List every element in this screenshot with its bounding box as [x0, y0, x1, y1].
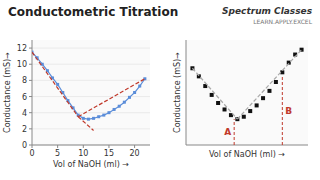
plot-0: 0 2 4 6 8 10 12 0 5 10 15 20: [17, 40, 150, 158]
marks: [32, 51, 146, 131]
plot-area: [32, 40, 150, 145]
y-tick-label: 12: [17, 44, 27, 53]
line-marker: [56, 83, 59, 86]
y-tick: [29, 128, 32, 129]
scatter-point: [210, 93, 214, 97]
y-axis-label: Conductance (mS)→: [3, 52, 12, 133]
line-marker: [82, 117, 85, 120]
scatter-point: [216, 101, 220, 105]
y-tick: [29, 112, 32, 113]
y-tick-label: 2: [22, 125, 27, 134]
series-line: [32, 52, 78, 117]
grid-line: [32, 64, 150, 65]
line-marker: [123, 101, 126, 104]
x-tick-label: 20: [130, 149, 140, 158]
line-marker: [128, 96, 131, 99]
plot-1: [186, 40, 308, 145]
y-tick: [29, 96, 32, 97]
x-tick-label: 0: [29, 149, 34, 158]
series-line: [32, 52, 145, 119]
marks: [190, 48, 303, 145]
plot-area: [186, 40, 308, 145]
y-tick: [29, 80, 32, 81]
line-marker: [107, 111, 110, 114]
series-line: [192, 68, 237, 119]
grid-line: [32, 48, 150, 49]
annotation: A: [224, 127, 231, 137]
chart-root: Conductometric Titration 0 2 4 6 8 10 12 0 5 10 15 2…: [0, 0, 320, 180]
header-annotation: Spectrum Classes: [222, 6, 313, 16]
x-axis-label: Vol of NaOH (ml) →: [209, 150, 285, 159]
grid-line: [32, 96, 150, 97]
x-axis-line: [186, 145, 308, 146]
line-marker: [97, 115, 100, 118]
x-tick-label: 5: [55, 149, 60, 158]
annotation-guide: [282, 76, 283, 145]
y-tick-label: 0: [22, 141, 27, 150]
y-tick-label: 8: [22, 76, 27, 85]
scatter-point: [261, 96, 265, 100]
header-annotation: LEARN.APPLY.EXCEL: [253, 18, 312, 25]
y-tick: [29, 48, 32, 49]
x-tick: [83, 145, 84, 148]
scatter-point: [255, 103, 259, 107]
y-tick: [29, 64, 32, 65]
x-tick: [134, 145, 135, 148]
y-axis-line: [186, 40, 187, 145]
x-axis-label: Vol of NaOH (ml) →: [53, 160, 129, 169]
y-tick-label: 4: [22, 109, 27, 118]
series-line: [78, 79, 145, 117]
line-marker: [113, 108, 116, 111]
line-marker: [92, 117, 95, 120]
grid-line: [32, 145, 150, 146]
grid-line: [32, 128, 150, 129]
scatter-point: [248, 109, 252, 113]
x-tick-label: 15: [104, 149, 114, 158]
x-tick: [57, 145, 58, 148]
series-line: [78, 117, 93, 131]
line-marker: [138, 85, 141, 88]
grid-line: [32, 112, 150, 113]
annotation: B: [285, 106, 292, 116]
scatter-point: [267, 89, 271, 93]
line-marker: [118, 105, 121, 108]
scatter-point: [242, 115, 246, 119]
x-tick-label: 10: [78, 149, 88, 158]
y-axis-label: Conductance (mS)→: [173, 52, 182, 133]
annotation-guide: [234, 119, 235, 145]
y-tick-label: 6: [22, 93, 27, 102]
x-tick: [108, 145, 109, 148]
line-marker: [102, 114, 105, 117]
y-tick-label: 10: [17, 60, 27, 69]
grid-line: [32, 80, 150, 81]
x-axis-line: [32, 145, 150, 146]
series-line: [237, 50, 301, 119]
x-tick: [32, 145, 33, 148]
title: Conductometric Titration: [8, 5, 178, 19]
scatter-point: [274, 80, 278, 84]
line-marker: [87, 118, 90, 121]
scatter-point: [223, 107, 227, 111]
line-marker: [133, 91, 136, 94]
